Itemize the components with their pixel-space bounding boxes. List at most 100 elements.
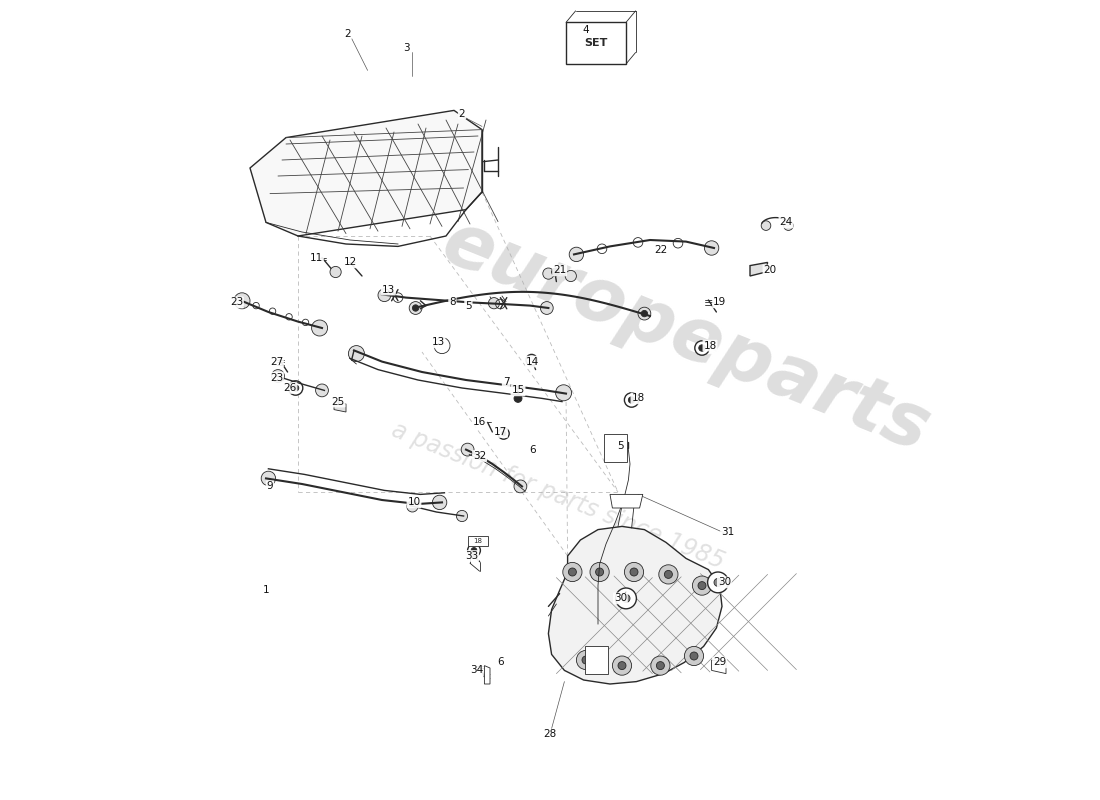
Circle shape xyxy=(551,268,560,276)
Text: 18: 18 xyxy=(631,394,645,403)
Circle shape xyxy=(595,568,604,576)
Circle shape xyxy=(582,656,590,664)
Circle shape xyxy=(576,650,595,670)
Polygon shape xyxy=(585,646,607,674)
Text: 33: 33 xyxy=(465,551,478,561)
Circle shape xyxy=(270,308,276,314)
Circle shape xyxy=(261,471,276,486)
Text: 21: 21 xyxy=(553,266,566,275)
Polygon shape xyxy=(549,526,722,684)
Circle shape xyxy=(412,305,419,311)
Text: 7: 7 xyxy=(503,378,509,387)
Circle shape xyxy=(657,662,664,670)
Circle shape xyxy=(618,662,626,670)
Polygon shape xyxy=(484,666,490,684)
Polygon shape xyxy=(750,262,768,276)
Circle shape xyxy=(659,565,678,584)
Text: 2: 2 xyxy=(459,109,465,118)
Text: 23: 23 xyxy=(270,373,283,382)
Circle shape xyxy=(514,480,527,493)
Text: 17: 17 xyxy=(494,427,507,437)
Circle shape xyxy=(613,656,631,675)
Circle shape xyxy=(349,346,364,362)
Text: 20: 20 xyxy=(763,266,777,275)
Text: 19: 19 xyxy=(713,298,726,307)
Text: SET: SET xyxy=(584,38,607,48)
Text: 18: 18 xyxy=(473,538,483,544)
Circle shape xyxy=(698,345,705,351)
Text: 23: 23 xyxy=(230,298,243,307)
Text: 34: 34 xyxy=(470,666,483,675)
Circle shape xyxy=(621,594,630,602)
Text: 11: 11 xyxy=(310,253,323,262)
Circle shape xyxy=(692,576,712,595)
Text: 4: 4 xyxy=(583,26,590,35)
Circle shape xyxy=(293,385,299,391)
Circle shape xyxy=(461,443,474,456)
Circle shape xyxy=(498,428,509,439)
Circle shape xyxy=(615,496,626,507)
Text: europeparts: europeparts xyxy=(431,205,940,467)
Text: 30: 30 xyxy=(614,594,627,603)
Text: 10: 10 xyxy=(407,498,420,507)
Circle shape xyxy=(407,501,418,512)
Polygon shape xyxy=(604,434,627,462)
Text: 26: 26 xyxy=(284,383,297,393)
Circle shape xyxy=(302,319,309,326)
Circle shape xyxy=(514,394,522,402)
Circle shape xyxy=(638,307,651,320)
Circle shape xyxy=(526,354,537,366)
Text: 12: 12 xyxy=(343,258,356,267)
Polygon shape xyxy=(334,402,346,412)
Circle shape xyxy=(684,646,704,666)
Circle shape xyxy=(704,241,718,255)
Circle shape xyxy=(625,562,644,582)
Circle shape xyxy=(556,385,572,401)
Text: 5: 5 xyxy=(617,441,624,450)
Circle shape xyxy=(563,562,582,582)
Circle shape xyxy=(565,270,576,282)
Text: 1: 1 xyxy=(263,585,270,594)
Text: 13: 13 xyxy=(382,285,395,294)
Circle shape xyxy=(698,582,706,590)
Circle shape xyxy=(542,268,554,279)
Circle shape xyxy=(630,568,638,576)
Circle shape xyxy=(468,544,481,557)
Circle shape xyxy=(311,320,328,336)
Text: 28: 28 xyxy=(543,730,557,739)
Circle shape xyxy=(625,393,639,407)
Text: 30: 30 xyxy=(718,578,732,587)
Circle shape xyxy=(714,578,722,586)
Circle shape xyxy=(378,289,390,302)
Text: 18: 18 xyxy=(703,341,716,350)
Circle shape xyxy=(488,298,499,309)
Text: 8: 8 xyxy=(449,298,455,307)
Polygon shape xyxy=(250,110,482,236)
Polygon shape xyxy=(469,536,487,546)
Circle shape xyxy=(569,568,576,576)
Circle shape xyxy=(316,384,329,397)
Circle shape xyxy=(569,247,584,262)
Circle shape xyxy=(651,656,670,675)
Circle shape xyxy=(641,310,648,317)
Circle shape xyxy=(288,381,302,395)
Polygon shape xyxy=(712,660,726,674)
Circle shape xyxy=(540,302,553,314)
Text: 29: 29 xyxy=(713,658,726,667)
Circle shape xyxy=(783,221,793,230)
Polygon shape xyxy=(566,22,626,64)
Text: 2: 2 xyxy=(344,29,351,38)
Circle shape xyxy=(253,302,260,309)
Text: 16: 16 xyxy=(473,418,486,427)
Circle shape xyxy=(330,266,341,278)
Text: a passion for parts since 1985: a passion for parts since 1985 xyxy=(388,418,728,574)
Text: 31: 31 xyxy=(720,527,734,537)
Circle shape xyxy=(664,570,672,578)
Text: 32: 32 xyxy=(473,451,486,461)
Circle shape xyxy=(628,397,635,403)
Circle shape xyxy=(432,495,447,510)
Circle shape xyxy=(707,572,728,593)
Circle shape xyxy=(456,510,468,522)
Circle shape xyxy=(695,341,710,355)
Text: 27: 27 xyxy=(270,357,283,366)
